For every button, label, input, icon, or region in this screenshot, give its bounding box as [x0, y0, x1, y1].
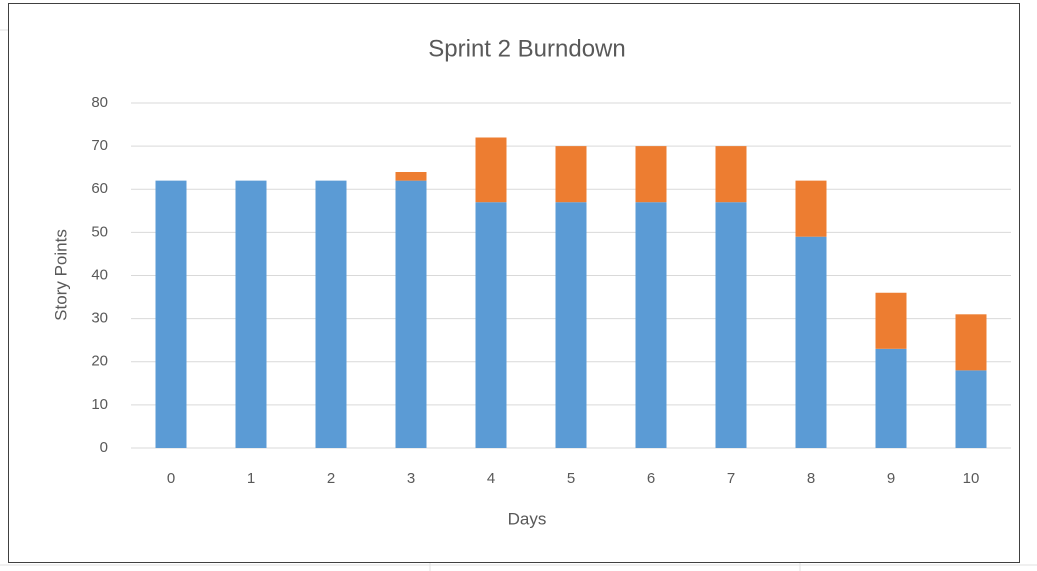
bar-segment — [955, 314, 987, 371]
y-axis-label: Story Points — [51, 229, 70, 321]
y-tick-label: 70 — [91, 137, 108, 154]
bar-segment — [875, 348, 907, 448]
x-tick-label: 2 — [327, 470, 335, 487]
chart-title: Sprint 2 Burndown — [428, 35, 625, 62]
x-tick-label: 0 — [167, 470, 175, 487]
bar-segment — [395, 180, 427, 448]
x-tick-label: 6 — [647, 470, 655, 487]
x-tick-label: 1 — [247, 470, 255, 487]
y-tick-label: 80 — [91, 94, 108, 111]
bar-segment — [635, 202, 667, 448]
x-tick-label: 5 — [567, 470, 575, 487]
x-tick-label: 8 — [807, 470, 815, 487]
bar-segment — [555, 202, 587, 448]
bar-segment — [715, 202, 747, 448]
bar-segment — [875, 292, 907, 349]
bar-segment — [795, 180, 827, 237]
x-tick-label: 10 — [963, 470, 980, 487]
y-tick-label: 60 — [91, 180, 108, 197]
x-tick-label: 4 — [487, 470, 495, 487]
y-tick-label: 20 — [91, 353, 108, 370]
bar-segment — [315, 180, 347, 448]
bar-segment — [235, 180, 267, 448]
x-tick-label: 3 — [407, 470, 415, 487]
x-axis-label: Days — [508, 509, 547, 528]
y-tick-label: 0 — [100, 439, 108, 456]
bar-segment — [395, 172, 427, 181]
y-tick-label: 10 — [91, 396, 108, 413]
bar-segment — [475, 202, 507, 448]
bar-segment — [475, 137, 507, 203]
y-tick-label: 30 — [91, 310, 108, 327]
bar-segment — [715, 146, 747, 203]
bar-segment — [955, 370, 987, 448]
bar-segment — [555, 146, 587, 203]
y-tick-label: 50 — [91, 223, 108, 240]
x-tick-label: 9 — [887, 470, 895, 487]
bar-segment — [635, 146, 667, 203]
y-tick-label: 40 — [91, 266, 108, 283]
bar-segment — [795, 236, 827, 448]
bar-segment — [155, 180, 187, 448]
x-tick-label: 7 — [727, 470, 735, 487]
